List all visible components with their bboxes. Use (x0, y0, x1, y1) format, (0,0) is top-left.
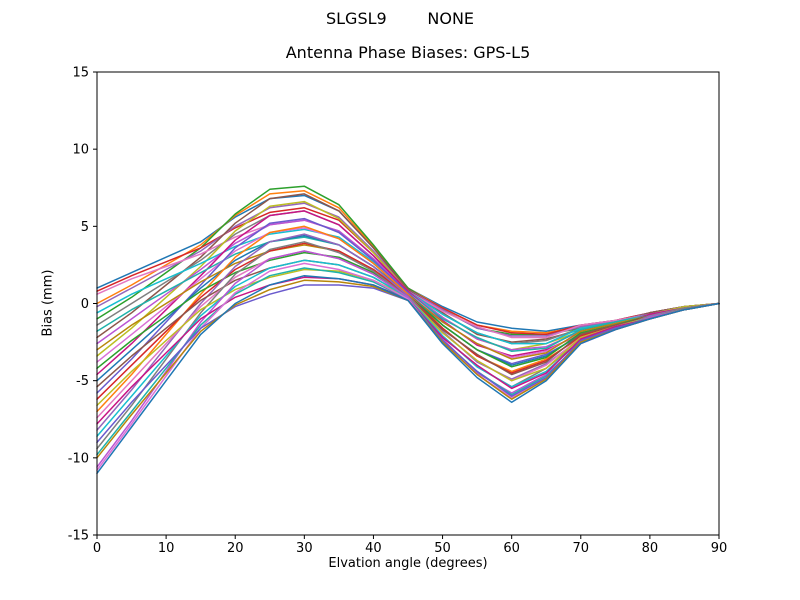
series-line (96, 251, 720, 370)
series-line (96, 194, 720, 333)
series-line (96, 241, 720, 450)
x-axis-label: Elvation angle (degrees) (328, 556, 488, 571)
x-tick-label: 80 (642, 541, 659, 556)
x-tick-label: 70 (573, 541, 590, 556)
y-tick-label: -10 (68, 451, 89, 466)
x-tick-label: 10 (158, 541, 175, 556)
y-tick-label: 0 (81, 297, 89, 312)
figure-suptitle: SLGSL9 NONE (325, 9, 475, 28)
series-line (96, 190, 720, 334)
y-tick-label: -5 (76, 374, 89, 389)
y-tick-label: 15 (72, 66, 89, 81)
series-line (96, 185, 720, 336)
series-line (96, 233, 720, 431)
axes-frame (96, 71, 720, 536)
x-tick-label: 0 (93, 541, 101, 556)
x-tick-label: 90 (711, 541, 728, 556)
x-tick-label: 20 (227, 541, 244, 556)
y-tick-label: 5 (81, 220, 89, 235)
y-axis-label: Bias (mm) (40, 269, 56, 337)
x-tick-label: 30 (296, 541, 313, 556)
series-line (96, 250, 720, 468)
x-tick-label: 40 (365, 541, 382, 556)
chart-title: Antenna Phase Biases: GPS-L5 (285, 43, 531, 62)
x-tick-label: 50 (434, 541, 451, 556)
y-tick-label: 10 (72, 143, 89, 158)
series-line (96, 274, 720, 475)
y-tick-label: -15 (68, 529, 89, 544)
x-tick-label: 60 (503, 541, 520, 556)
